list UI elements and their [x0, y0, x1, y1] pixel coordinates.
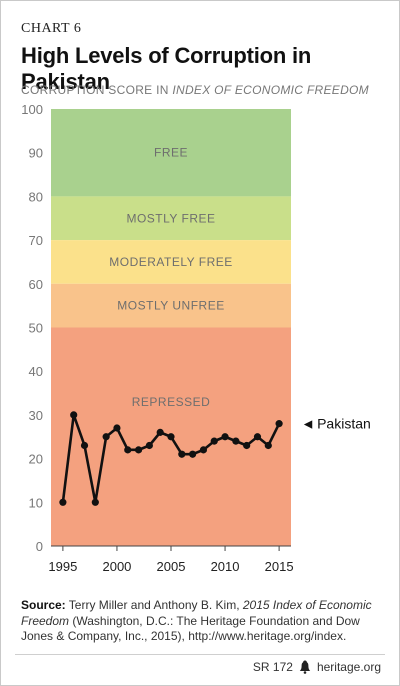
data-point [134, 446, 143, 454]
y-tick-label: 90 [29, 146, 43, 161]
data-point [253, 433, 262, 441]
chart-subtitle: CORRUPTION SCORE IN INDEX OF ECONOMIC FR… [21, 83, 391, 97]
data-point [199, 446, 208, 454]
data-point [156, 428, 164, 436]
x-tick-label: 2000 [102, 559, 131, 574]
band-label-mostly-unfree: MOSTLY UNFREE [117, 299, 224, 313]
subtitle-prefix: CORRUPTION SCORE IN [21, 83, 173, 97]
x-tick-label: 1995 [48, 559, 77, 574]
band-label-free: FREE [154, 146, 188, 160]
footer: SR 172 heritage.org [253, 660, 381, 674]
chart-title: High Levels of Corruption in Pakistan [21, 43, 312, 94]
band-free [51, 109, 291, 197]
data-point [221, 433, 229, 441]
y-tick-label: 80 [29, 189, 43, 204]
series-annotation-arrow: ◄ [301, 416, 315, 432]
subtitle-emphasis: INDEX OF ECONOMIC FREEDOM [172, 83, 369, 97]
liberty-bell-icon [299, 660, 311, 674]
data-point [264, 441, 272, 450]
y-tick-label: 0 [36, 539, 43, 554]
band-mostly-free [51, 196, 291, 241]
band-label-repressed: REPRESSED [132, 395, 211, 409]
data-point [189, 450, 197, 458]
data-point [91, 498, 99, 506]
y-tick-label: 100 [21, 102, 43, 117]
y-tick-label: 40 [29, 364, 43, 379]
band-label-moderately-free: MODERATELY FREE [109, 255, 233, 269]
y-tick-label: 10 [29, 495, 43, 510]
data-point [232, 437, 240, 445]
data-point [243, 441, 251, 450]
series-annotation-label: Pakistan [317, 416, 371, 432]
source-text-1: Terry Miller and Anthony B. Kim, [65, 598, 243, 612]
source-note: Source: Terry Miller and Anthony B. Kim,… [21, 598, 386, 645]
data-point [113, 424, 121, 432]
data-point [80, 441, 89, 450]
footer-divider [15, 654, 385, 655]
data-point [70, 411, 78, 419]
y-tick-label: 20 [29, 452, 43, 467]
y-tick-label: 60 [29, 277, 43, 292]
data-point [167, 433, 175, 441]
source-text-emphasis: 2015 Index of Economic Freedom [21, 598, 372, 628]
report-id: SR 172 [252, 660, 293, 674]
data-point [145, 441, 153, 450]
band-mostly-unfree [51, 283, 291, 328]
data-point [124, 446, 132, 454]
band-label-mostly-free: MOSTLY FREE [126, 211, 215, 225]
chart-number-label: CHART 6 [21, 21, 82, 36]
data-point [102, 433, 110, 441]
data-point [275, 420, 283, 428]
band-moderately-free [51, 240, 291, 284]
x-tick-label: 2005 [157, 559, 186, 574]
data-point [178, 450, 186, 458]
source-text-2: (Washington, D.C.: The Heritage Foundati… [21, 613, 360, 644]
site-name: heritage.org [316, 660, 381, 674]
x-tick-label: 2015 [265, 559, 294, 574]
x-tick-label: 2010 [211, 559, 240, 574]
data-point [210, 437, 218, 445]
source-label: Source: [21, 598, 66, 612]
y-tick-label: 70 [29, 233, 43, 248]
line-chart: FREE MOSTLY FREE MODERATELY FREE MOSTLY UNF… [21, 102, 371, 574]
y-tick-label: 30 [29, 408, 43, 423]
data-point [59, 498, 67, 506]
y-tick-label: 50 [29, 321, 43, 336]
